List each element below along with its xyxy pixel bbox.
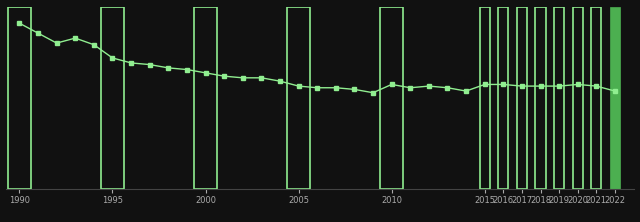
- Bar: [101, 7, 124, 189]
- Bar: [591, 7, 602, 189]
- Bar: [195, 7, 217, 189]
- Bar: [8, 7, 31, 189]
- Bar: [381, 7, 403, 189]
- Bar: [554, 7, 564, 189]
- Bar: [517, 7, 527, 189]
- Bar: [479, 7, 490, 189]
- Bar: [573, 7, 583, 189]
- Bar: [498, 7, 508, 189]
- Bar: [287, 7, 310, 189]
- Bar: [610, 7, 620, 189]
- Bar: [536, 7, 546, 189]
